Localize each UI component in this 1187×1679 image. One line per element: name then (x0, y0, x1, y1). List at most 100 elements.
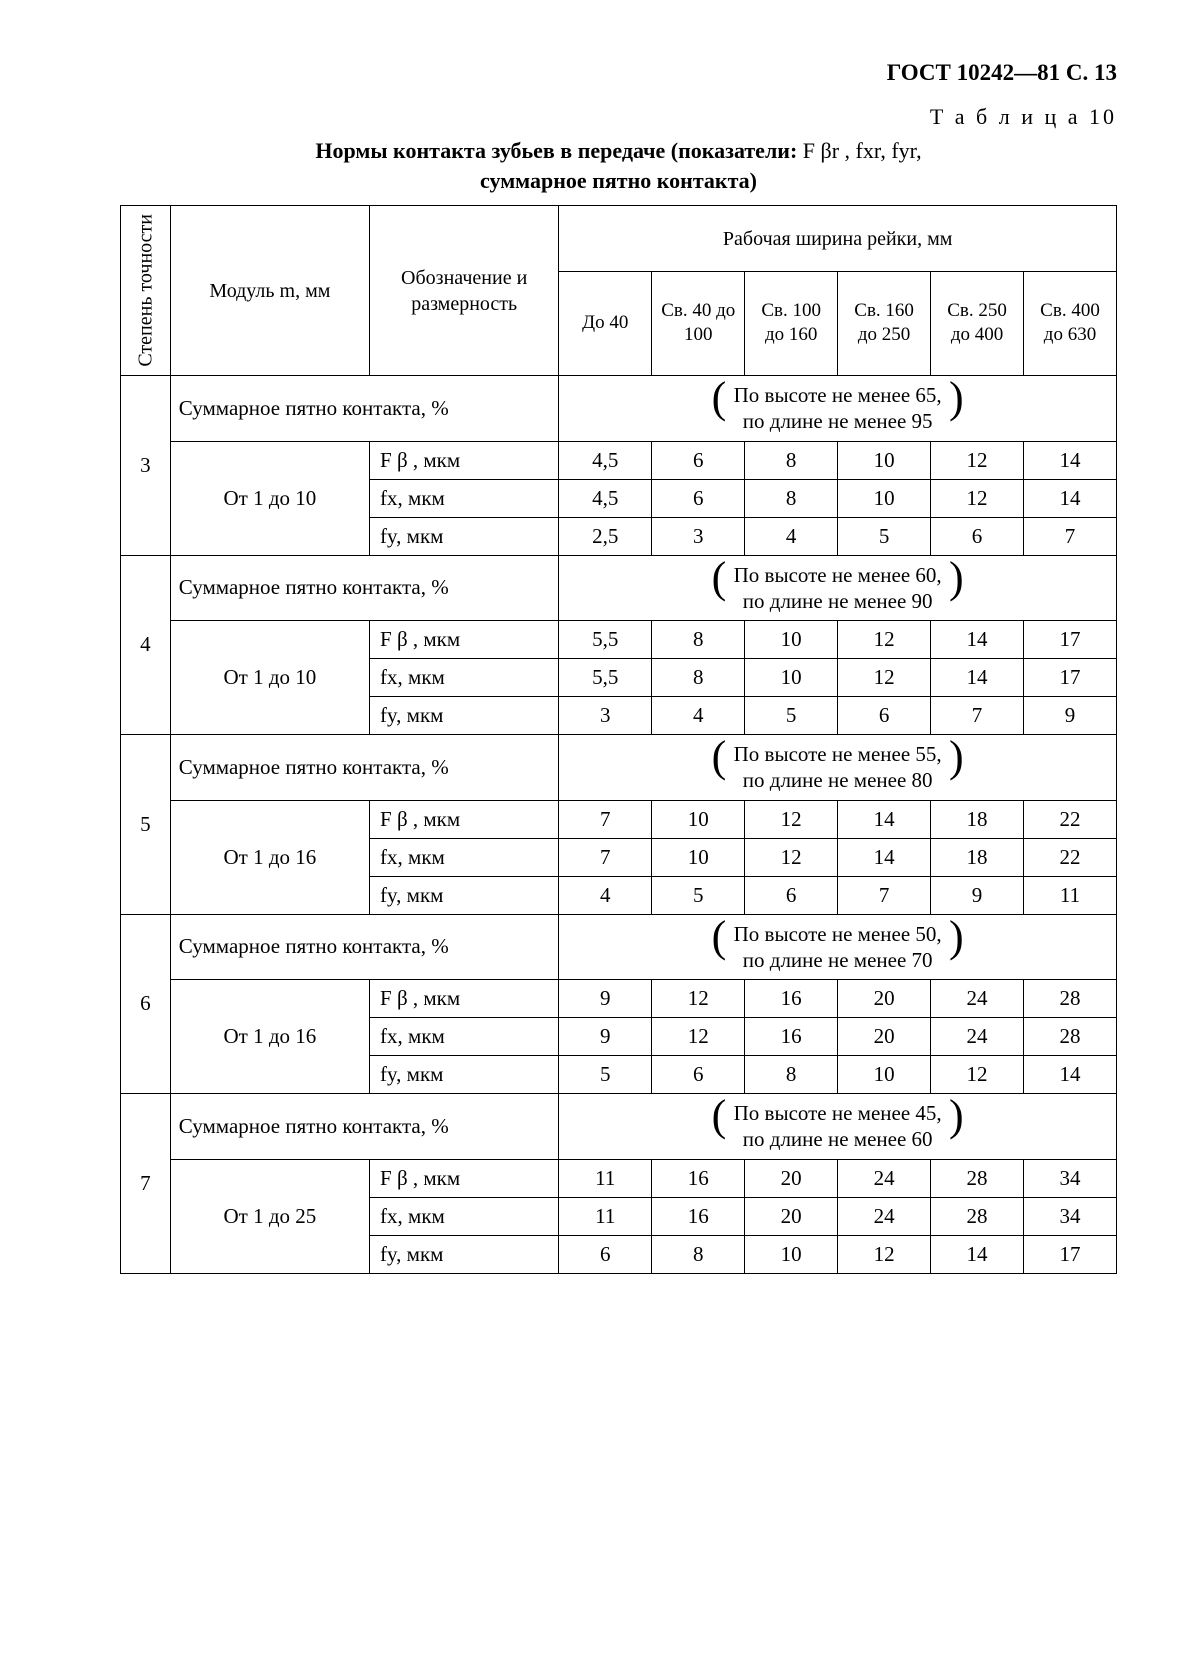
value-cell: 4 (559, 876, 652, 914)
value-cell: 6 (745, 876, 838, 914)
param-cell: F β , мкм (370, 980, 559, 1018)
value-cell: 4 (745, 517, 838, 555)
value-cell: 14 (838, 800, 931, 838)
value-cell: 12 (745, 800, 838, 838)
value-cell: 11 (559, 1197, 652, 1235)
grade-cell: 5 (121, 735, 171, 915)
value-cell: 6 (559, 1235, 652, 1273)
value-cell: 2,5 (559, 517, 652, 555)
value-cell: 5 (838, 517, 931, 555)
value-cell: 17 (1024, 659, 1117, 697)
value-cell: 8 (652, 1235, 745, 1273)
caption-bold: Нормы контакта зубьев в передаче (показа… (315, 138, 802, 163)
data-row: От 1 до 16F β , мкм91216202428 (121, 980, 1117, 1018)
value-cell: 16 (652, 1197, 745, 1235)
param-cell: fx, мкм (370, 659, 559, 697)
param-cell: fy, мкм (370, 876, 559, 914)
value-cell: 20 (838, 980, 931, 1018)
value-cell: 5,5 (559, 621, 652, 659)
width-col: Св. 160 до 250 (838, 271, 931, 375)
value-cell: 7 (559, 800, 652, 838)
value-cell: 10 (838, 1056, 931, 1094)
module-cell: От 1 до 16 (170, 980, 369, 1094)
value-cell: 10 (745, 1235, 838, 1273)
contact-note: По высоте не менее 50,по длине не менее … (559, 914, 1117, 980)
width-col: Св. 400 до 630 (1024, 271, 1117, 375)
module-cell: От 1 до 10 (170, 621, 369, 735)
param-cell: F β , мкм (370, 441, 559, 479)
value-cell: 6 (931, 517, 1024, 555)
contact-note: По высоте не менее 60,по длине не менее … (559, 555, 1117, 621)
value-cell: 10 (838, 479, 931, 517)
contact-note: По высоте не менее 55,по длине не менее … (559, 735, 1117, 801)
value-cell: 11 (1024, 876, 1117, 914)
value-cell: 14 (1024, 1056, 1117, 1094)
value-cell: 17 (1024, 621, 1117, 659)
contact-row: 5Суммарное пятно контакта, %По высоте не… (121, 735, 1117, 801)
table-number: Т а б л и ц а 10 (120, 104, 1117, 130)
value-cell: 10 (652, 800, 745, 838)
value-cell: 14 (931, 1235, 1024, 1273)
value-cell: 8 (745, 441, 838, 479)
caption-params: F βr , fxr, fyr, (803, 138, 922, 163)
param-cell: fy, мкм (370, 697, 559, 735)
page-header: ГОСТ 10242—81 С. 13 (120, 60, 1117, 86)
value-cell: 12 (931, 479, 1024, 517)
param-cell: F β , мкм (370, 1159, 559, 1197)
value-cell: 20 (745, 1159, 838, 1197)
value-cell: 10 (745, 621, 838, 659)
param-cell: fx, мкм (370, 1018, 559, 1056)
value-cell: 6 (652, 1056, 745, 1094)
value-cell: 16 (652, 1159, 745, 1197)
contact-row: 6Суммарное пятно контакта, %По высоте не… (121, 914, 1117, 980)
col-param: Обозначение и размерность (370, 206, 559, 376)
module-cell: От 1 до 25 (170, 1159, 369, 1273)
value-cell: 10 (652, 838, 745, 876)
value-cell: 12 (745, 838, 838, 876)
value-cell: 7 (559, 838, 652, 876)
table-head: Степень точности Модуль m, мм Обозначени… (121, 206, 1117, 376)
value-cell: 8 (745, 479, 838, 517)
value-cell: 12 (652, 1018, 745, 1056)
param-cell: F β , мкм (370, 621, 559, 659)
grade-cell: 7 (121, 1094, 171, 1274)
value-cell: 6 (652, 479, 745, 517)
data-row: От 1 до 10F β , мкм4,568101214 (121, 441, 1117, 479)
value-cell: 14 (931, 621, 1024, 659)
data-row: От 1 до 10F β , мкм5,5810121417 (121, 621, 1117, 659)
contact-label: Суммарное пятно контакта, % (170, 376, 559, 442)
value-cell: 16 (745, 1018, 838, 1056)
caption-line2: суммарное пятно контакта) (480, 168, 757, 193)
value-cell: 12 (652, 980, 745, 1018)
value-cell: 7 (838, 876, 931, 914)
data-row: От 1 до 25F β , мкм111620242834 (121, 1159, 1117, 1197)
table-body: 3Суммарное пятно контакта, %По высоте не… (121, 376, 1117, 1274)
value-cell: 20 (745, 1197, 838, 1235)
value-cell: 12 (838, 659, 931, 697)
value-cell: 12 (931, 441, 1024, 479)
data-row: От 1 до 16F β , мкм71012141822 (121, 800, 1117, 838)
param-cell: fy, мкм (370, 1056, 559, 1094)
value-cell: 14 (931, 659, 1024, 697)
value-cell: 3 (559, 697, 652, 735)
width-col: До 40 (559, 271, 652, 375)
value-cell: 16 (745, 980, 838, 1018)
value-cell: 22 (1024, 838, 1117, 876)
value-cell: 7 (931, 697, 1024, 735)
value-cell: 14 (838, 838, 931, 876)
value-cell: 4,5 (559, 441, 652, 479)
value-cell: 8 (652, 621, 745, 659)
param-cell: fy, мкм (370, 1235, 559, 1273)
value-cell: 9 (559, 980, 652, 1018)
value-cell: 10 (745, 659, 838, 697)
contact-row: 3Суммарное пятно контакта, %По высоте не… (121, 376, 1117, 442)
value-cell: 12 (838, 1235, 931, 1273)
value-cell: 8 (745, 1056, 838, 1094)
value-cell: 22 (1024, 800, 1117, 838)
value-cell: 5 (745, 697, 838, 735)
value-cell: 9 (1024, 697, 1117, 735)
grade-cell: 3 (121, 376, 171, 556)
module-cell: От 1 до 10 (170, 441, 369, 555)
contact-row: 7Суммарное пятно контакта, %По высоте не… (121, 1094, 1117, 1160)
value-cell: 12 (931, 1056, 1024, 1094)
